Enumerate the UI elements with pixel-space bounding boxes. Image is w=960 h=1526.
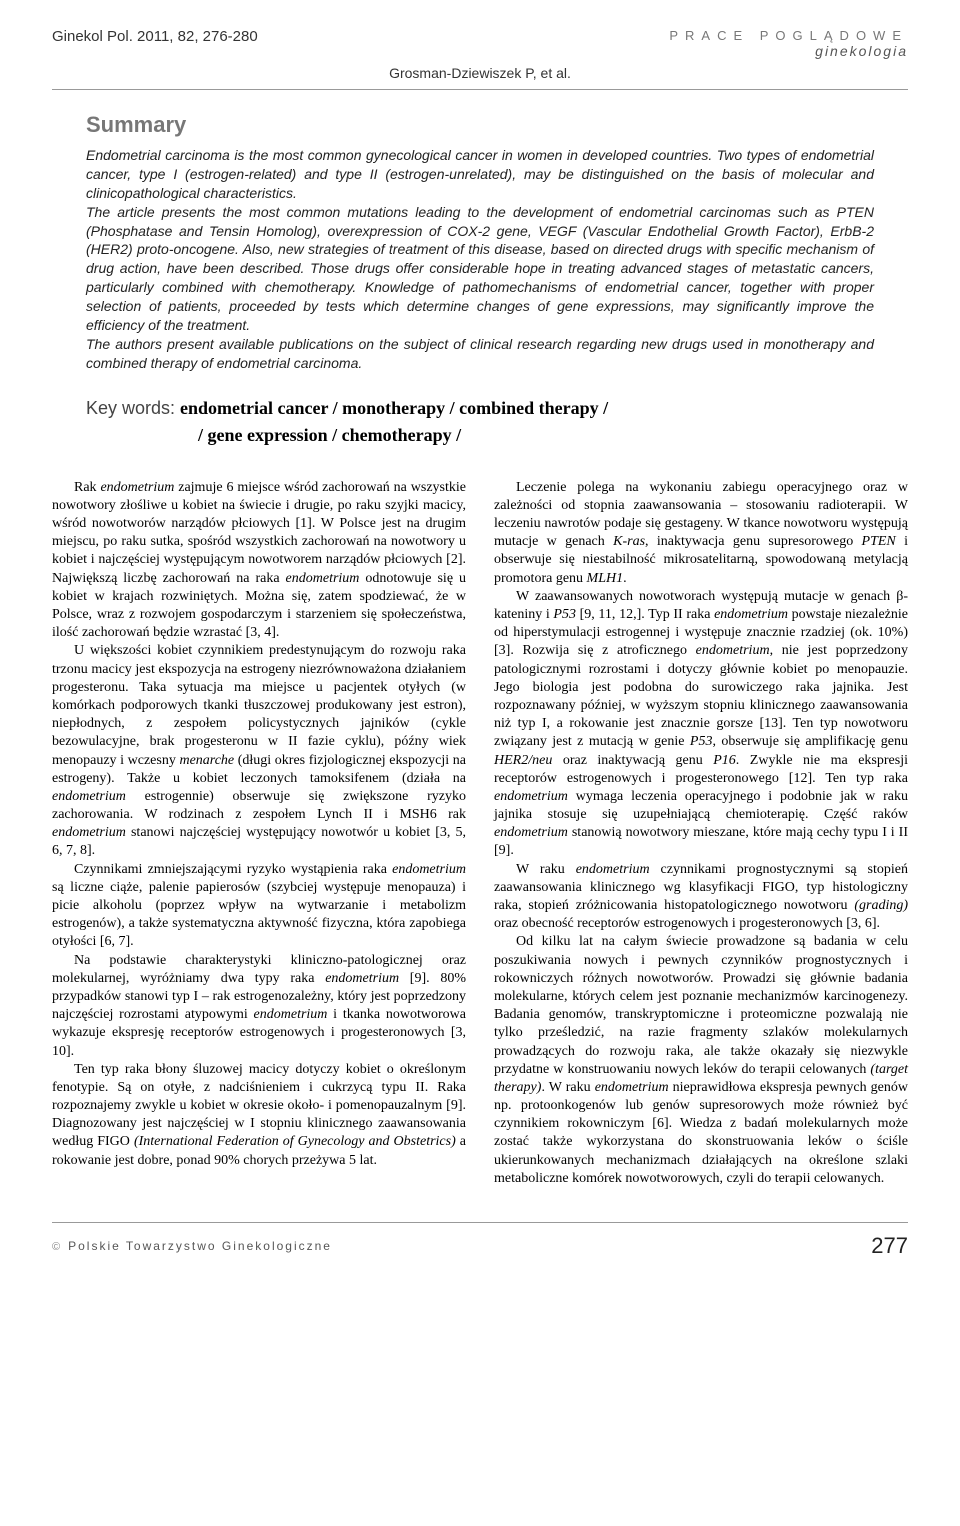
page-number: 277 bbox=[871, 1233, 908, 1259]
summary-p2: The article presents the most common mut… bbox=[86, 203, 874, 335]
body-para: W raku endometrium czynnikami prognostyc… bbox=[494, 861, 908, 934]
summary-block: Summary Endometrial carcinoma is the mos… bbox=[52, 112, 908, 373]
section-line2: ginekologia bbox=[669, 43, 908, 59]
summary-p3: The authors present available publicatio… bbox=[86, 335, 874, 373]
body-para: W zaawansowanych nowotworach występują m… bbox=[494, 588, 908, 861]
keywords-label: Key words: bbox=[86, 398, 180, 418]
summary-text: Endometrial carcinoma is the most common… bbox=[86, 146, 874, 373]
keywords-line2: / gene expression / chemotherapy / bbox=[86, 422, 874, 449]
left-column: Rak endometrium zajmuje 6 miejsce wśród … bbox=[52, 479, 466, 1188]
section-type: PRACE POGLĄDOWE ginekologia bbox=[669, 28, 908, 59]
body-para: Rak endometrium zajmuje 6 miejsce wśród … bbox=[52, 479, 466, 643]
header-divider bbox=[52, 89, 908, 90]
keywords-line1: endometrial cancer / monotherapy / combi… bbox=[180, 398, 608, 418]
footer-publisher: ©Polskie Towarzystwo Ginekologiczne bbox=[52, 1239, 332, 1253]
copyright-icon: © bbox=[52, 1241, 62, 1253]
section-line1: PRACE POGLĄDOWE bbox=[669, 28, 908, 43]
keywords: Key words: endometrial cancer / monother… bbox=[52, 395, 908, 449]
right-column: Leczenie polega na wykonaniu zabiegu ope… bbox=[494, 479, 908, 1188]
body-para: Czynnikami zmniejszającymi ryzyko wystąp… bbox=[52, 861, 466, 952]
summary-p1: Endometrial carcinoma is the most common… bbox=[86, 146, 874, 203]
body-columns: Rak endometrium zajmuje 6 miejsce wśród … bbox=[52, 479, 908, 1188]
body-para: U większości kobiet czynnikiem predestyn… bbox=[52, 642, 466, 860]
journal-citation: Ginekol Pol. 2011, 82, 276-280 bbox=[52, 28, 258, 45]
body-para: Od kilku lat na całym świecie prowadzone… bbox=[494, 933, 908, 1188]
body-para: Leczenie polega na wykonaniu zabiegu ope… bbox=[494, 479, 908, 588]
authors-line: Grosman-Dziewiszek P, et al. bbox=[52, 65, 908, 81]
body-para: Ten typ raka błony śluzowej macicy dotyc… bbox=[52, 1061, 466, 1170]
body-para: Na podstawie charakterystyki kliniczno-p… bbox=[52, 952, 466, 1061]
page-footer: ©Polskie Towarzystwo Ginekologiczne 277 bbox=[52, 1222, 908, 1259]
summary-title: Summary bbox=[86, 112, 874, 138]
